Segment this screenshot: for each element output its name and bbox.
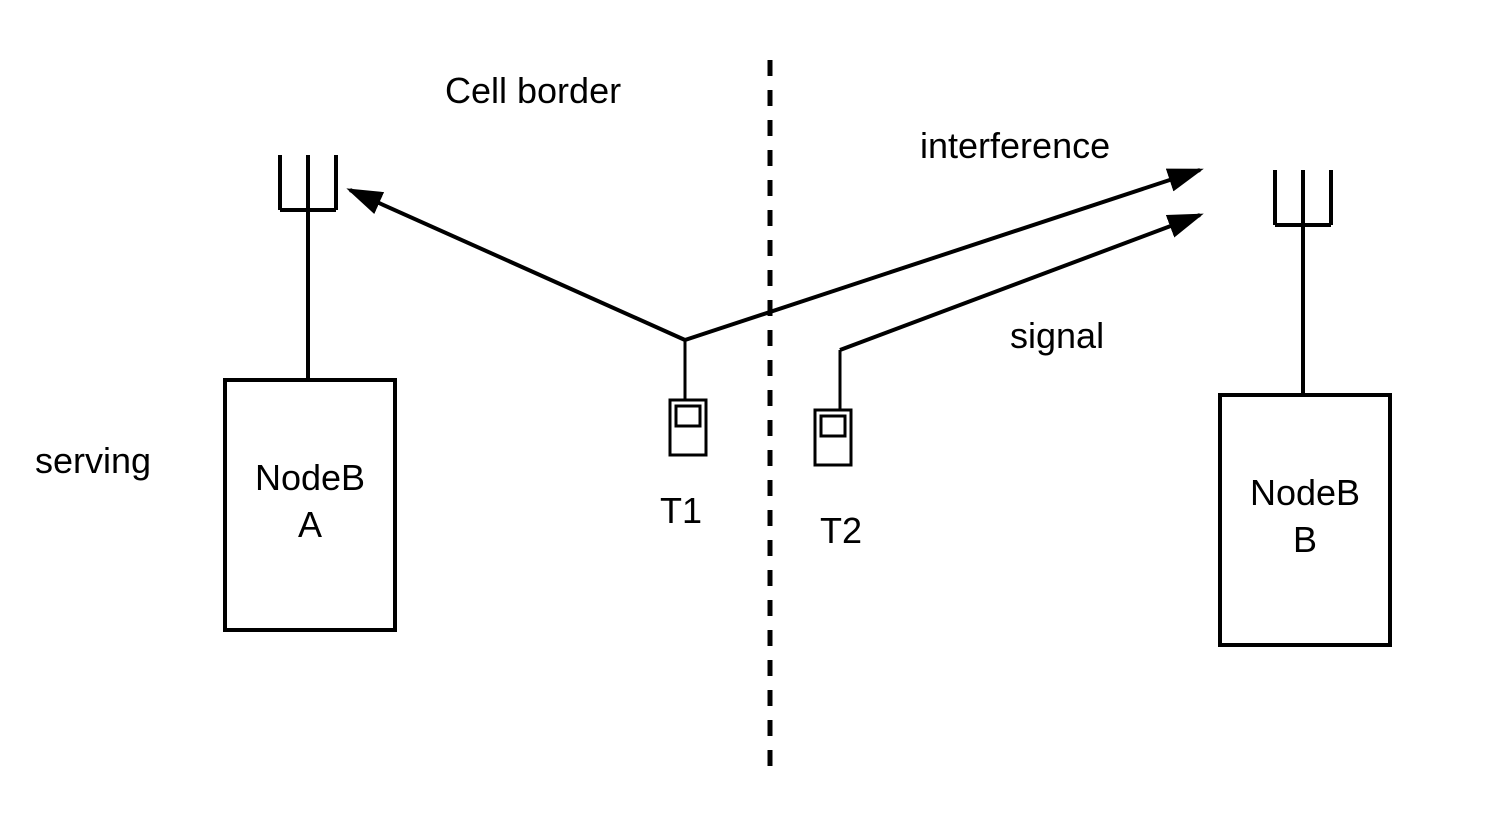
nodeb-a-line1: NodeB [255,457,365,498]
nodeb-b-antenna [1275,170,1331,395]
arrow-t1-to-b [685,170,1200,340]
t2-label: T2 [820,510,862,552]
arrow-t1-to-a [350,190,685,340]
device-t2 [815,350,851,465]
nodeb-a-label: NodeB A [225,455,395,549]
cell-border-label: Cell border [445,70,621,112]
t1-label: T1 [660,490,702,532]
nodeb-a-line2: A [298,504,322,545]
nodeb-a-antenna [280,155,336,380]
serving-label: serving [35,440,151,482]
diagram-svg [0,0,1488,837]
device-t1 [670,340,706,455]
nodeb-b-line1: NodeB [1250,472,1360,513]
network-diagram: Cell border interference signal serving … [0,0,1488,837]
signal-label: signal [1010,315,1104,357]
nodeb-b-line2: B [1293,519,1317,560]
nodeb-b-label: NodeB B [1220,470,1390,564]
interference-label: interference [920,125,1110,167]
